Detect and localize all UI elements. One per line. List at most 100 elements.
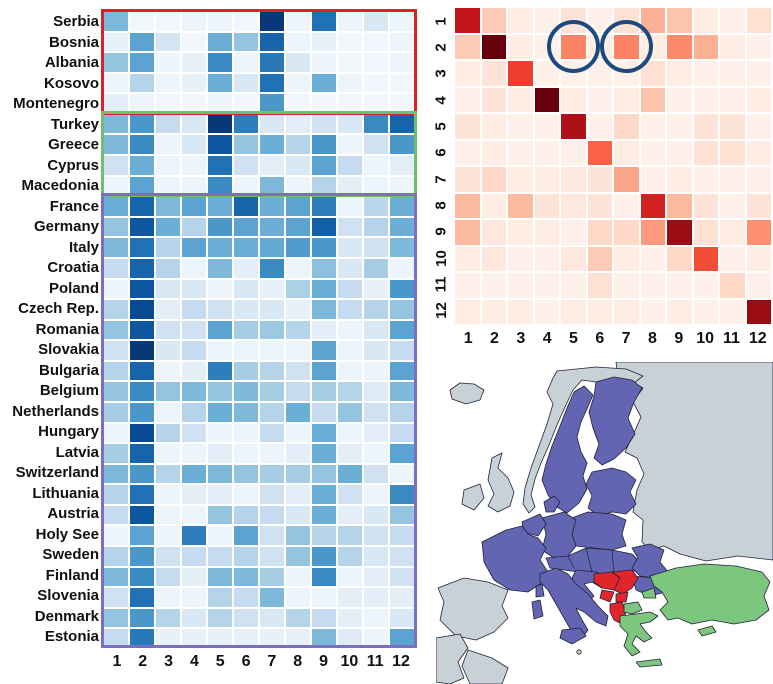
heatmap-cell-r1c9 [312,12,336,31]
heatmap-cell-r4c2 [481,87,506,112]
row-label: Latvia [55,443,99,461]
x-tick: 6 [241,653,251,670]
heatmap-cell-r1c7 [260,12,284,31]
heatmap-cell-r8c3 [156,156,180,175]
heatmap-cell-r2c10 [338,32,362,52]
heatmap-cell-r12c7 [260,238,284,257]
heatmap-cell-r20c8 [286,402,310,422]
x-tick: 5 [569,330,578,347]
map-region-ireland [461,483,485,511]
heatmap-cell-r29c1 [104,588,128,607]
heatmap-cell-r23c2 [130,464,154,484]
heatmap-cell-r2c12 [390,32,414,52]
heatmap-cell-r21c11 [364,423,388,443]
map-country-france [481,525,549,593]
heatmap-cell-r2c12 [746,34,771,59]
heatmap-cell-r2c7 [260,32,284,52]
heatmap-cell-r7c2 [481,167,506,192]
heatmap-cell-r29c7 [260,588,284,607]
heatmap-cell-r5c11 [720,114,745,139]
heatmap-cell-r6c7 [614,140,639,165]
map-country-turkey [649,563,771,625]
heatmap-cell-r8c10 [338,156,362,175]
heatmap-cell-r8c9 [667,193,692,218]
heatmap-cell-r27c6 [234,547,258,566]
heatmap-cell-r2c6 [234,32,258,52]
heatmap-cell-r19c1 [104,382,128,401]
heatmap-cell-r6c3 [156,114,180,134]
heatmap-cell-r1c10 [693,8,718,33]
heatmap-cell-r4c3 [508,87,533,112]
heatmap-cell-r19c4 [182,382,206,401]
heatmap-cell-r7c9 [312,135,336,155]
heatmap-cell-r6c10 [338,114,362,134]
internal-borders [567,427,615,575]
row-label: Bosnia [48,33,99,51]
heatmap-cell-r4c10 [693,87,718,112]
x-tick: 7 [621,330,631,347]
heatmap-cell-r14c2 [130,279,154,299]
y-tick: 7 [432,174,450,184]
heatmap-cell-r12c2 [130,238,154,257]
heatmap-cell-r23c8 [286,464,310,484]
heatmap-cell-r14c8 [286,279,310,299]
heatmap-cell-r14c5 [208,279,232,299]
heatmap-cell-r8c12 [390,156,414,175]
heatmap-cell-r17c11 [364,341,388,360]
map-region-crete [635,658,663,668]
heatmap-cell-r6c8 [640,140,665,165]
heatmap-cell-r3c1 [455,61,480,86]
map-country-cyprus [697,625,717,637]
heatmap-cell-r3c3 [156,53,180,72]
heatmap-cell-r17c12 [390,341,414,360]
heatmap-cell-r17c5 [208,341,232,360]
heatmap-cell-r10c10 [693,246,718,271]
heatmap-cell-r5c5 [208,94,232,113]
heatmap-cell-r9c2 [130,176,154,196]
heatmap-cell-r31c12 [390,629,414,648]
heatmap-cell-r9c9 [667,220,692,245]
heatmap-cell-r26c9 [312,526,336,546]
heatmap-cell-r12c3 [156,238,180,257]
heatmap-cell-r5c5 [561,114,586,139]
heatmap-cell-r4c4 [534,87,559,112]
heatmap-cell-r2c10 [693,34,718,59]
heatmap-cell-r5c1 [104,94,128,113]
heatmap-cell-r8c12 [746,193,771,218]
month-row-labels: 1 2 3 4 5 6 7 8 9 10 11 12 [432,8,450,324]
heatmap-cell-r5c7 [614,114,639,139]
heatmap-cell-r3c5 [208,53,232,72]
heatmap-cell-r18c12 [390,361,414,381]
heatmap-cell-r10c10 [338,197,362,216]
heatmap-cell-r6c1 [104,114,128,134]
heatmap-cell-r20c5 [208,402,232,422]
heatmap-cell-r27c4 [182,547,206,566]
map-region-malta [576,649,582,655]
heatmap-cell-r4c12 [746,87,771,112]
heatmap-cell-r9c1 [455,220,480,245]
heatmap-cell-r8c2 [481,193,506,218]
heatmap-cell-r13c5 [208,258,232,278]
heatmap-cell-r5c12 [746,114,771,139]
heatmap-cell-r29c4 [182,588,206,607]
heatmap-cell-r20c2 [130,402,154,422]
heatmap-cell-r9c10 [338,176,362,196]
x-tick: 7 [267,653,277,670]
row-label: Croatia [47,259,99,277]
row-label: Macedonia [21,177,99,195]
heatmap-cell-r24c1 [104,485,128,504]
heatmap-cell-r12c7 [614,299,639,324]
heatmap-cell-r16c8 [286,320,310,340]
heatmap-cell-r23c5 [208,464,232,484]
row-label: Italy [68,238,99,256]
heatmap-cell-r26c10 [338,526,362,546]
x-tick: 8 [648,330,657,347]
heatmap-cell-r16c7 [260,320,284,340]
map-region-sicily [559,627,587,645]
heatmap-cell-r10c7 [260,197,284,216]
heatmap-cell-r11c12 [390,217,414,237]
heatmap-cell-r6c3 [508,140,533,165]
heatmap-cell-r12c5 [561,299,586,324]
heatmap-cell-r16c5 [208,320,232,340]
heatmap-cell-r17c7 [260,341,284,360]
